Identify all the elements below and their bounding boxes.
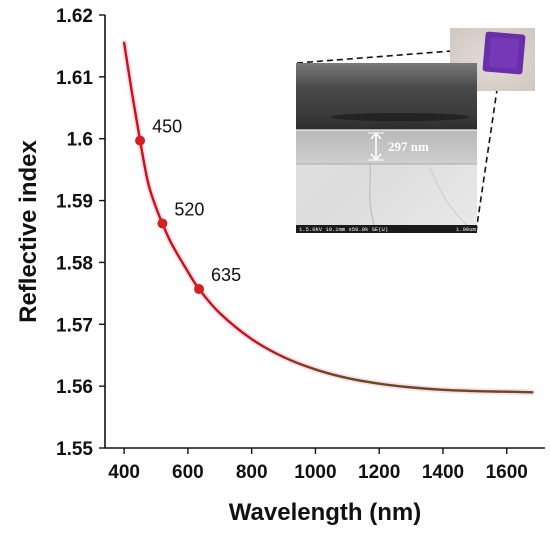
tick-marks [99, 14, 508, 454]
y-axis-title: Reflective index [15, 139, 42, 322]
axes [104, 15, 545, 449]
x-tick-label: 1600 [486, 462, 528, 483]
data-label-520: 520 [174, 199, 204, 219]
y-tick-label: 1.62 [56, 6, 93, 27]
sem-image: 1.5.0kV 10.1mm x50.0k SE(U) 1.00um 297 n… [296, 63, 477, 233]
x-tick-label: 800 [236, 462, 268, 483]
sem-scale-text: 1.00um [456, 226, 477, 233]
y-tick-label: 1.56 [56, 377, 93, 398]
x-tick-label: 1000 [294, 462, 336, 483]
sem-inset: 1.5.0kV 10.1mm x50.0k SE(U) 1.00um 297 n… [296, 28, 535, 233]
x-tick-label: 600 [172, 462, 204, 483]
data-markers: 450 520 635 [135, 117, 241, 295]
data-series [121, 39, 536, 396]
y-tick-label: 1.61 [56, 68, 93, 89]
y-tick-label: 1.59 [56, 192, 93, 213]
y-tick-label: 1.57 [56, 315, 93, 336]
x-axis-title: Wavelength (nm) [229, 499, 421, 526]
x-tick-label: 400 [108, 462, 140, 483]
y-tick-label: 1.55 [56, 439, 93, 460]
x-tick-label: 1200 [358, 462, 400, 483]
data-point-450 [135, 135, 146, 146]
series-line [122, 41, 534, 394]
thickness-arrow [368, 131, 384, 162]
data-label-450: 450 [152, 117, 182, 137]
y-tick-label: 1.6 [67, 130, 93, 151]
thickness-label: 297 nm [388, 139, 429, 154]
sem-info-text: 1.5.0kV 10.1mm x50.0k SE(U) [299, 226, 388, 233]
data-point-635 [194, 284, 205, 295]
x-tick-label: 1400 [422, 462, 464, 483]
y-tick-label: 1.58 [56, 253, 93, 274]
tick-labels: 400 600 800 1000 1200 1400 1600 1.55 1.56 1.57 1.5… [56, 6, 528, 483]
data-point-520 [157, 218, 168, 229]
data-label-635: 635 [211, 265, 241, 285]
